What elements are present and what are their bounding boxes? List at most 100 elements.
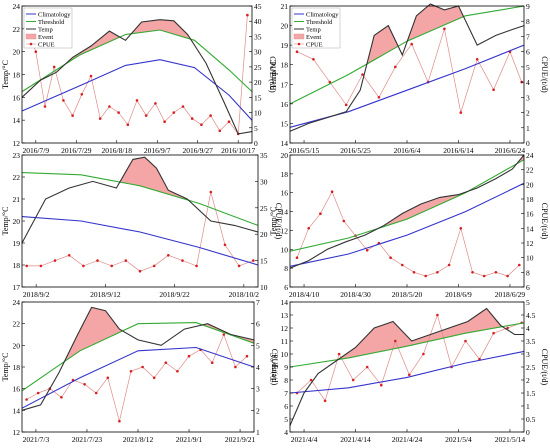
- cpue-point: [172, 111, 176, 114]
- ytick-right-label: 4: [526, 324, 530, 333]
- ytick-right-label: 20: [260, 230, 268, 239]
- xtick-label: 2016/9/7: [144, 146, 171, 155]
- legend-label: Climatology: [306, 12, 339, 19]
- ytick-right-label: 1: [256, 428, 260, 437]
- ytick-left-label: 24: [13, 298, 21, 307]
- cpue-line: [26, 333, 248, 422]
- ytick-right-label: 15: [254, 93, 262, 102]
- ytick-right-label: 4: [256, 363, 260, 372]
- cpue-point: [223, 243, 227, 247]
- cpue-point: [34, 50, 38, 53]
- legend-label: Temp: [38, 27, 53, 34]
- ylabel-left: Temp/°C: [269, 60, 278, 89]
- legend-label: Climatology: [38, 12, 71, 19]
- ytick-right-label: 22: [526, 166, 534, 175]
- ytick-right-label: 20: [254, 78, 262, 87]
- cpue-point: [96, 259, 99, 262]
- cpue-point: [138, 269, 142, 273]
- legend-box: [23, 7, 73, 49]
- ytick-right-label: 3.5: [526, 337, 536, 346]
- ytick-left-label: 6: [284, 402, 288, 411]
- ytick-right-label: 16: [526, 210, 534, 219]
- ytick-right-label: 10: [526, 254, 534, 263]
- xtick-label: 2021/5/4: [445, 435, 472, 444]
- cpue-point: [351, 378, 355, 382]
- ytick-left-label: 19: [13, 239, 21, 248]
- cpue-point: [163, 120, 166, 123]
- ytick-right-label: 35: [260, 151, 268, 160]
- xtick-label: 2016/5/15: [289, 146, 320, 155]
- cpue-point: [83, 383, 86, 386]
- temp-line: [289, 307, 524, 426]
- cpue-point: [459, 227, 463, 230]
- ytick-left-label: 12: [13, 428, 21, 437]
- ytick-right-label: 2: [526, 109, 530, 118]
- cpue-point: [447, 263, 451, 267]
- ytick-left-label: 20: [13, 48, 21, 57]
- ylabel-right: CPUE/(t/d): [540, 203, 549, 240]
- cpue-point: [323, 399, 327, 403]
- ytick-left-label: 23: [13, 151, 21, 160]
- ytick-left-label: 22: [13, 320, 21, 329]
- ytick-left-label: 24: [13, 2, 21, 11]
- cpue-point: [135, 99, 139, 102]
- event-area-1: [64, 307, 123, 362]
- cpue-line: [296, 190, 520, 277]
- ytick-right-label: 45: [254, 2, 262, 11]
- cpue-point: [110, 264, 113, 268]
- ytick-right-label: 5: [254, 124, 258, 133]
- xtick-label: 2021/4/24: [392, 435, 423, 444]
- ytick-left-label: 16: [13, 385, 21, 394]
- threshold-line: [289, 322, 525, 368]
- xtick-label: 2016/8/18: [102, 146, 133, 155]
- cpue-point: [36, 391, 40, 395]
- ytick-right-label: 14: [526, 224, 534, 233]
- cpue-point: [319, 212, 322, 215]
- climatology-line: [289, 350, 525, 394]
- ytick-left-label: 14: [13, 116, 21, 125]
- ytick-right-label: 1.5: [526, 389, 536, 398]
- ylabel-right: CPUE/(t/d): [540, 349, 549, 386]
- ytick-right-label: 12: [526, 239, 534, 248]
- cpue-point: [471, 271, 474, 274]
- ylabel-left: Temp/°C: [1, 60, 10, 89]
- ytick-right-label: 2.5: [526, 363, 536, 372]
- ytick-right-label: 25: [254, 63, 262, 72]
- cpue-point: [39, 264, 43, 268]
- cpue-point: [227, 120, 231, 123]
- cpue-point: [394, 65, 397, 69]
- cpue-point: [377, 96, 381, 99]
- cpue-point: [422, 352, 425, 356]
- ytick-right-label: 1: [526, 402, 530, 411]
- cpue-point: [209, 190, 213, 194]
- cpue-point: [60, 396, 63, 399]
- cpue-point: [152, 376, 156, 380]
- cpue-point: [401, 263, 404, 267]
- ytick-right-label: 4.5: [526, 311, 536, 320]
- cpue-point: [436, 271, 439, 274]
- xtick-label: 2021/9/1: [176, 435, 203, 444]
- xtick-label: 2018/4/10: [289, 290, 320, 299]
- ytick-right-label: 1: [526, 124, 530, 133]
- ytick-right-label: 10: [254, 109, 262, 118]
- cpue-point: [108, 105, 111, 108]
- cpue-point: [424, 274, 428, 278]
- cpue-point: [94, 391, 98, 395]
- temp-line: [21, 156, 259, 244]
- xtick-label: 2018/9/22: [159, 290, 190, 299]
- ytick-left-label: 8: [284, 264, 288, 273]
- cpue-point: [25, 398, 28, 401]
- ytick-left-label: 20: [281, 22, 289, 31]
- ytick-left-label: 11: [281, 337, 288, 346]
- cpue-point: [106, 376, 110, 380]
- legend-label: CPUE: [38, 42, 55, 49]
- ytick-left-label: 19: [281, 41, 289, 50]
- xtick-label: 2021/5/14: [495, 435, 526, 444]
- cpue-point: [464, 339, 467, 343]
- cpue-point: [200, 123, 203, 126]
- event-area-2: [407, 3, 464, 42]
- legend-label: Event: [38, 34, 53, 41]
- cpue-point: [209, 114, 212, 117]
- xtick-label: 2016/6/14: [443, 146, 474, 155]
